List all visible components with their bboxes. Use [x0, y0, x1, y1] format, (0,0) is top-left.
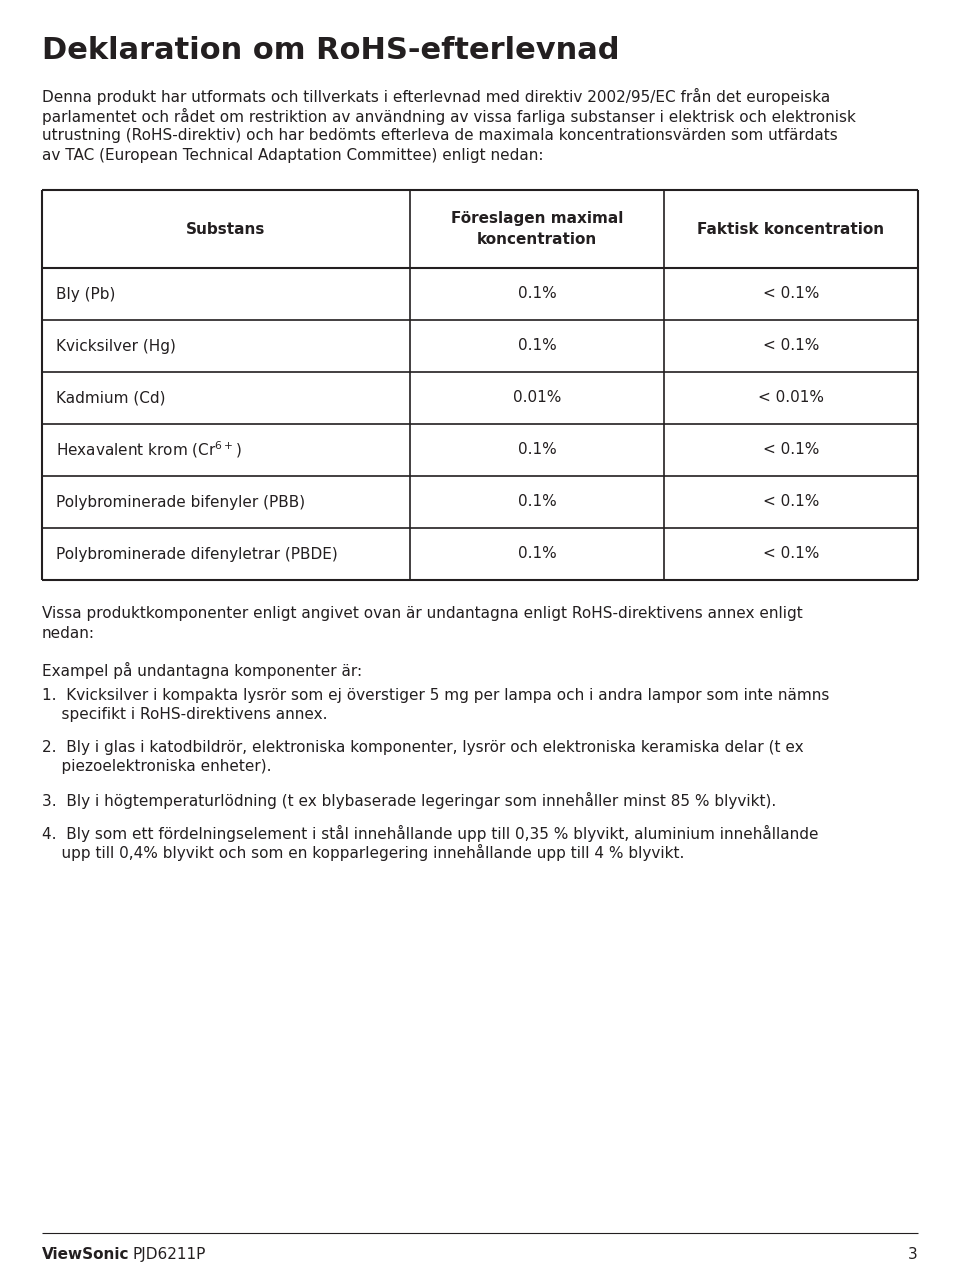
- Text: < 0.1%: < 0.1%: [763, 286, 819, 301]
- Text: Hexavalent krom (Cr$^{6+}$): Hexavalent krom (Cr$^{6+}$): [56, 440, 242, 460]
- Text: < 0.1%: < 0.1%: [763, 495, 819, 510]
- Text: nedan:: nedan:: [42, 626, 95, 641]
- Text: specifikt i RoHS-direktivens annex.: specifikt i RoHS-direktivens annex.: [42, 707, 327, 722]
- Text: 3.  Bly i högtemperaturlödning (t ex blybaserade legeringar som innehåller minst: 3. Bly i högtemperaturlödning (t ex blyb…: [42, 792, 777, 810]
- Text: < 0.01%: < 0.01%: [758, 391, 824, 406]
- Text: Polybrominerade bifenyler (PBB): Polybrominerade bifenyler (PBB): [56, 495, 305, 510]
- Text: 0.01%: 0.01%: [513, 391, 562, 406]
- Text: 0.1%: 0.1%: [517, 286, 556, 301]
- Text: utrustning (RoHS-direktiv) och har bedömts efterleva de maximala koncentrationsv: utrustning (RoHS-direktiv) och har bedöm…: [42, 128, 838, 143]
- Text: Substans: Substans: [186, 221, 266, 237]
- Text: Vissa produktkomponenter enligt angivet ovan är undantagna enligt RoHS-direktive: Vissa produktkomponenter enligt angivet …: [42, 606, 803, 621]
- Text: Faktisk koncentration: Faktisk koncentration: [697, 221, 884, 237]
- Text: parlamentet och rådet om restriktion av användning av vissa farliga substanser i: parlamentet och rådet om restriktion av …: [42, 108, 856, 125]
- Text: 0.1%: 0.1%: [517, 339, 556, 353]
- Text: 0.1%: 0.1%: [517, 443, 556, 458]
- Text: Polybrominerade difenyletrar (PBDE): Polybrominerade difenyletrar (PBDE): [56, 546, 338, 562]
- Text: Föreslagen maximal: Föreslagen maximal: [451, 211, 623, 226]
- Text: 2.  Bly i glas i katodbildrör, elektroniska komponenter, lysrör och elektroniska: 2. Bly i glas i katodbildrör, elektronis…: [42, 740, 804, 755]
- Text: 0.1%: 0.1%: [517, 546, 556, 562]
- Text: Bly (Pb): Bly (Pb): [56, 286, 115, 301]
- Text: upp till 0,4% blyvikt och som en kopparlegering innehållande upp till 4 % blyvik: upp till 0,4% blyvikt och som en kopparl…: [42, 844, 684, 861]
- Text: Kadmium (Cd): Kadmium (Cd): [56, 391, 165, 406]
- Text: Deklaration om RoHS-efterlevnad: Deklaration om RoHS-efterlevnad: [42, 35, 619, 65]
- Text: Denna produkt har utformats och tillverkats i efterlevnad med direktiv 2002/95/E: Denna produkt har utformats och tillverk…: [42, 89, 830, 105]
- Text: 3: 3: [908, 1247, 918, 1262]
- Text: Exampel på undantagna komponenter är:: Exampel på undantagna komponenter är:: [42, 662, 362, 679]
- Text: 1.  Kvicksilver i kompakta lysrör som ej överstiger 5 mg per lampa och i andra l: 1. Kvicksilver i kompakta lysrör som ej …: [42, 688, 829, 703]
- Text: PJD6211P: PJD6211P: [132, 1247, 205, 1262]
- Text: < 0.1%: < 0.1%: [763, 443, 819, 458]
- Text: ViewSonic: ViewSonic: [42, 1247, 130, 1262]
- Text: < 0.1%: < 0.1%: [763, 339, 819, 353]
- Text: 0.1%: 0.1%: [517, 495, 556, 510]
- Text: Kvicksilver (Hg): Kvicksilver (Hg): [56, 339, 176, 353]
- Text: av TAC (European Technical Adaptation Committee) enligt nedan:: av TAC (European Technical Adaptation Co…: [42, 148, 543, 163]
- Text: < 0.1%: < 0.1%: [763, 546, 819, 562]
- Text: 4.  Bly som ett fördelningselement i stål innehållande upp till 0,35 % blyvikt, : 4. Bly som ett fördelningselement i stål…: [42, 825, 819, 842]
- Text: piezoelektroniska enheter).: piezoelektroniska enheter).: [42, 759, 272, 774]
- Text: koncentration: koncentration: [477, 231, 597, 247]
